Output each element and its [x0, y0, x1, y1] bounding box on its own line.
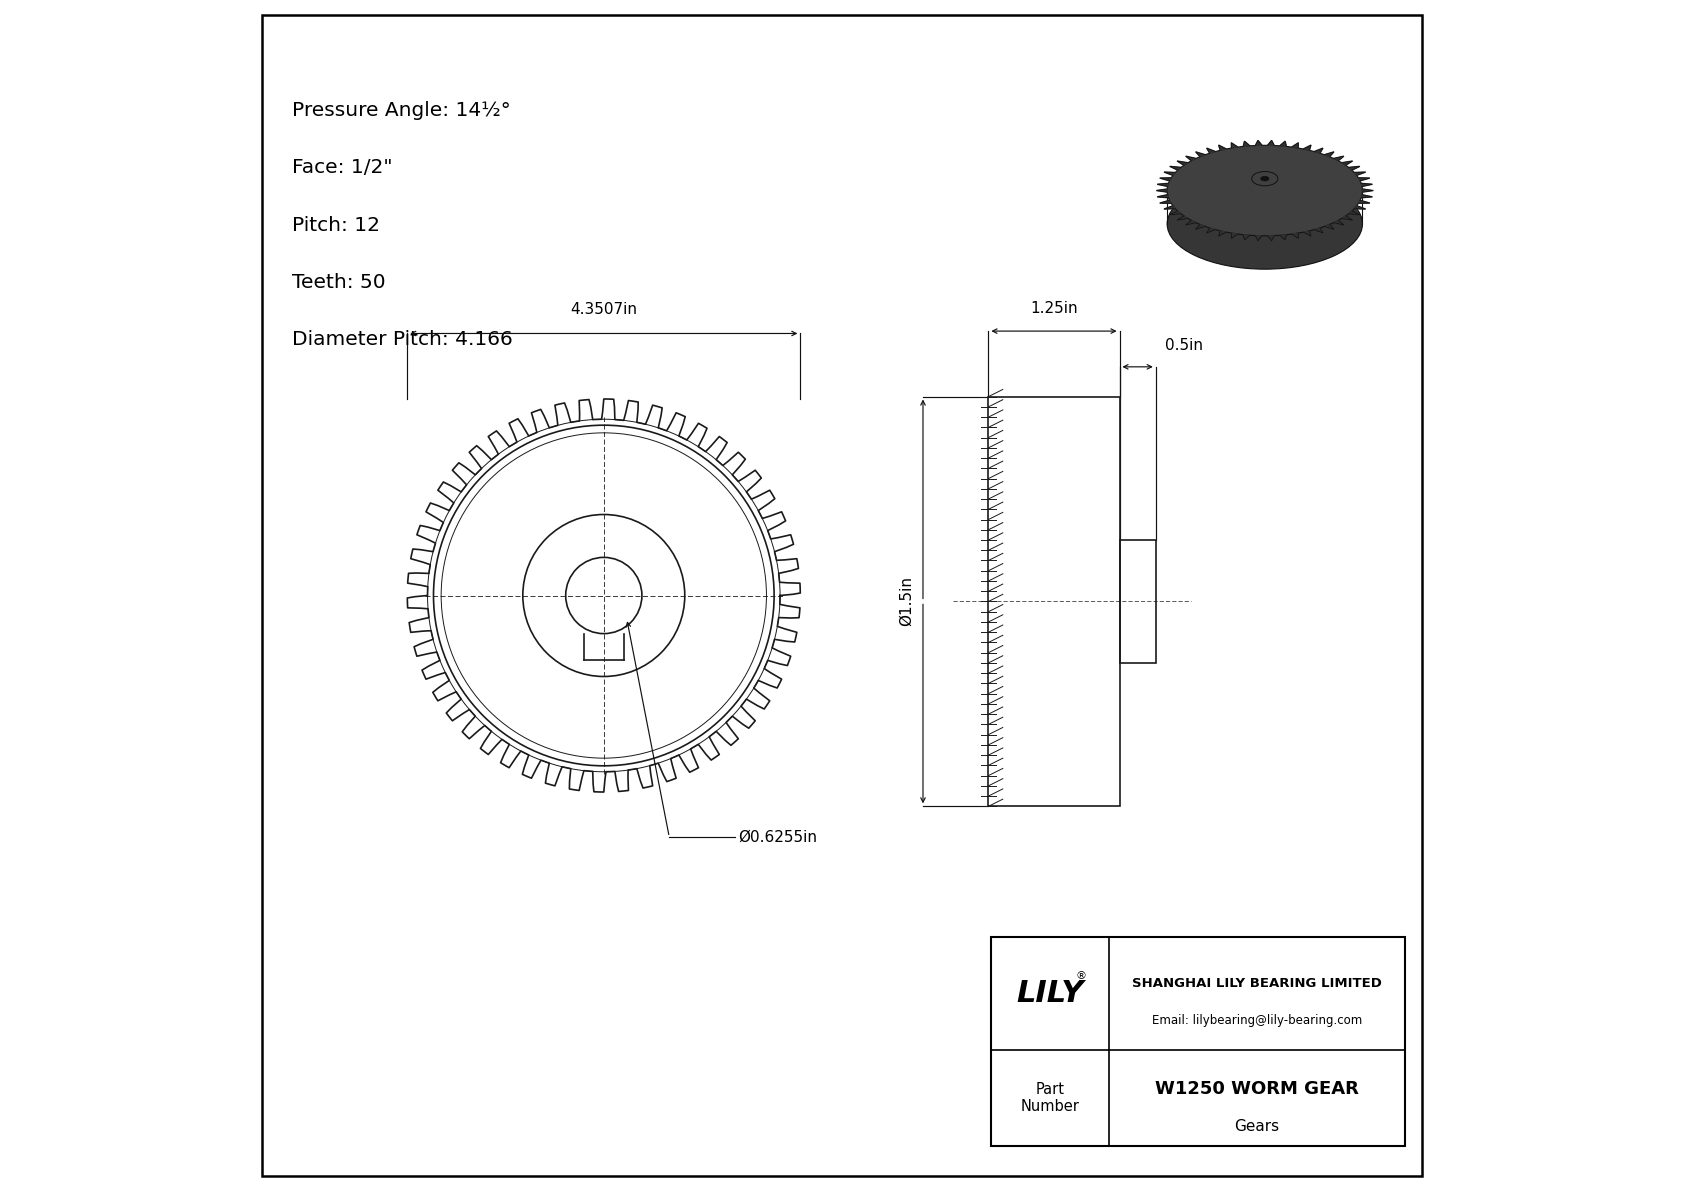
- Polygon shape: [1359, 177, 1369, 181]
- Polygon shape: [1219, 231, 1226, 236]
- Polygon shape: [1324, 151, 1334, 157]
- Polygon shape: [1354, 172, 1366, 175]
- Text: 1.25in: 1.25in: [1031, 300, 1078, 316]
- Polygon shape: [1314, 227, 1324, 233]
- Polygon shape: [1157, 189, 1167, 192]
- Ellipse shape: [1167, 145, 1362, 236]
- Polygon shape: [1231, 233, 1238, 238]
- Polygon shape: [1186, 156, 1196, 161]
- Polygon shape: [1314, 148, 1324, 154]
- Ellipse shape: [1261, 176, 1270, 181]
- Polygon shape: [1292, 233, 1298, 238]
- Polygon shape: [1334, 220, 1344, 225]
- Polygon shape: [1342, 216, 1352, 220]
- Ellipse shape: [1251, 172, 1278, 186]
- Polygon shape: [1160, 200, 1170, 204]
- Polygon shape: [1157, 183, 1169, 187]
- Text: Ø1.5in: Ø1.5in: [899, 576, 913, 626]
- Polygon shape: [1361, 183, 1372, 187]
- Polygon shape: [1268, 141, 1275, 145]
- Text: Pitch: 12: Pitch: 12: [291, 216, 381, 235]
- Polygon shape: [1303, 145, 1310, 150]
- Text: 4.3507in: 4.3507in: [571, 301, 637, 317]
- Polygon shape: [1157, 194, 1169, 198]
- Text: Gears: Gears: [1234, 1120, 1280, 1135]
- Text: ®: ®: [1076, 971, 1086, 980]
- Polygon shape: [1196, 151, 1206, 157]
- Polygon shape: [1255, 141, 1261, 145]
- Polygon shape: [1170, 167, 1180, 170]
- Text: Part
Number: Part Number: [1021, 1081, 1079, 1114]
- Text: Email: lilybearing@lily-bearing.com: Email: lilybearing@lily-bearing.com: [1152, 1015, 1362, 1027]
- Bar: [990, 937, 1406, 1146]
- Polygon shape: [1160, 177, 1170, 181]
- Polygon shape: [1177, 216, 1187, 220]
- Polygon shape: [1196, 224, 1206, 230]
- Polygon shape: [1243, 235, 1250, 239]
- Polygon shape: [1164, 206, 1175, 210]
- Polygon shape: [1359, 200, 1369, 204]
- Polygon shape: [1177, 161, 1187, 166]
- Polygon shape: [1280, 235, 1287, 239]
- Polygon shape: [1342, 161, 1352, 166]
- Polygon shape: [1362, 189, 1372, 192]
- Text: W1250 WORM GEAR: W1250 WORM GEAR: [1155, 1080, 1359, 1098]
- Polygon shape: [1207, 227, 1216, 233]
- Text: Ø0.6255in: Ø0.6255in: [738, 830, 817, 844]
- Polygon shape: [1231, 143, 1238, 148]
- Text: LILY: LILY: [1015, 979, 1083, 1008]
- Polygon shape: [1349, 167, 1359, 170]
- Text: Face: 1/2": Face: 1/2": [291, 158, 392, 177]
- Polygon shape: [1361, 194, 1372, 198]
- Polygon shape: [1349, 211, 1359, 214]
- Text: Pressure Angle: 14½°: Pressure Angle: 14½°: [291, 101, 510, 120]
- Polygon shape: [1303, 231, 1310, 236]
- Polygon shape: [1334, 156, 1344, 161]
- Text: Diameter Pitch: 4.166: Diameter Pitch: 4.166: [291, 330, 512, 349]
- Bar: [989, 397, 1120, 806]
- Text: Teeth: 50: Teeth: 50: [291, 273, 386, 292]
- Polygon shape: [1207, 148, 1216, 154]
- Polygon shape: [1255, 236, 1261, 241]
- Text: 0.5in: 0.5in: [1165, 337, 1204, 353]
- Polygon shape: [1243, 142, 1250, 146]
- Polygon shape: [1170, 211, 1180, 214]
- Bar: [1120, 540, 1155, 663]
- Text: SHANGHAI LILY BEARING LIMITED: SHANGHAI LILY BEARING LIMITED: [1132, 977, 1383, 990]
- Polygon shape: [1268, 236, 1275, 241]
- Polygon shape: [1164, 172, 1175, 175]
- Polygon shape: [1219, 145, 1226, 150]
- Polygon shape: [1186, 220, 1196, 225]
- Polygon shape: [1354, 206, 1366, 210]
- Polygon shape: [1280, 142, 1287, 146]
- Polygon shape: [1292, 143, 1298, 148]
- Polygon shape: [1324, 224, 1334, 230]
- Ellipse shape: [1167, 179, 1362, 269]
